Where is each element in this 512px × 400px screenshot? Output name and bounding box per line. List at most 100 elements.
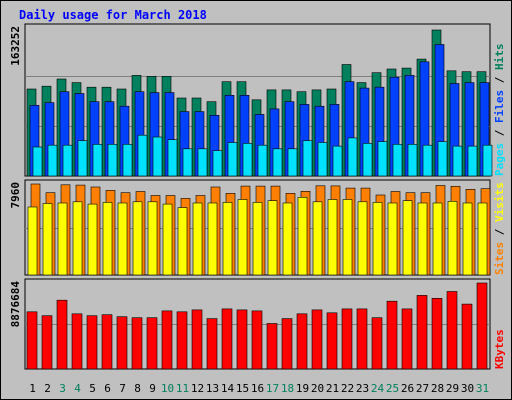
bar-kbytes-day-19 — [296, 313, 308, 370]
bar-visits-day-5 — [87, 203, 98, 276]
bar-visits-day-2 — [42, 203, 53, 276]
bar-pages-day-13 — [212, 150, 223, 177]
bar-pages-day-10 — [167, 139, 178, 177]
bar-pages-day-3 — [62, 144, 73, 177]
bar-visits-day-13 — [207, 202, 218, 276]
bar-pages-day-21 — [332, 145, 343, 177]
bar-pages-day-4 — [77, 140, 88, 177]
bar-pages-day-14 — [227, 142, 238, 177]
bar-kbytes-day-7 — [116, 316, 128, 370]
legend-item-visits: Visits — [493, 182, 506, 222]
bar-pages-day-15 — [242, 143, 253, 177]
x-tick-label-day-21: 21 — [326, 382, 339, 395]
bar-visits-day-31 — [477, 202, 488, 276]
x-tick-label-day-15: 15 — [236, 382, 249, 395]
x-tick-label-day-4: 4 — [74, 382, 81, 395]
bar-kbytes-day-8 — [131, 317, 143, 370]
bar-pages-day-25 — [392, 144, 403, 177]
bar-visits-day-16 — [252, 202, 263, 276]
x-tick-label-day-2: 2 — [44, 382, 51, 395]
bar-kbytes-day-20 — [311, 309, 323, 370]
x-tick-label-day-14: 14 — [221, 382, 235, 395]
bar-kbytes-day-28 — [431, 297, 443, 370]
bar-kbytes-day-23 — [356, 308, 368, 370]
bar-kbytes-day-6 — [101, 314, 113, 370]
bar-pages-day-7 — [122, 144, 133, 177]
x-tick-label-day-25: 25 — [386, 382, 399, 395]
x-tick-label-day-30: 30 — [461, 382, 474, 395]
x-tick-label-day-20: 20 — [311, 382, 324, 395]
bar-pages-day-12 — [197, 148, 208, 177]
bar-visits-day-21 — [327, 199, 338, 276]
bar-visits-day-20 — [312, 201, 323, 276]
legend-hits-files-pages: Pages / Files / Hits — [493, 44, 506, 177]
legend-item-hits: Hits — [493, 44, 506, 71]
x-tick-label-day-11: 11 — [176, 382, 189, 395]
legend-kbytes: KBytes — [493, 329, 506, 369]
bar-kbytes-day-2 — [41, 315, 53, 370]
bar-visits-day-26 — [402, 200, 413, 276]
bar-pages-day-5 — [92, 144, 103, 177]
bar-kbytes-day-12 — [191, 309, 203, 370]
bar-pages-day-23 — [362, 143, 373, 177]
x-tick-label-day-1: 1 — [29, 382, 36, 395]
legend-item-pages: Pages — [493, 143, 506, 176]
bar-visits-day-1 — [27, 206, 38, 276]
bar-kbytes-day-9 — [146, 317, 158, 370]
x-tick-label-day-23: 23 — [356, 382, 369, 395]
x-tick-label-day-5: 5 — [89, 382, 96, 395]
bar-visits-day-17 — [267, 200, 278, 276]
bar-visits-day-3 — [57, 202, 68, 276]
bar-pages-day-17 — [272, 148, 283, 177]
x-tick-label-day-24: 24 — [371, 382, 385, 395]
bar-kbytes-day-15 — [236, 309, 248, 370]
bar-kbytes-day-16 — [251, 310, 263, 370]
bar-pages-day-31 — [482, 144, 493, 177]
x-tick-label-day-19: 19 — [296, 382, 309, 395]
legend-separator: / — [493, 70, 506, 90]
x-tick-label-day-3: 3 — [59, 382, 66, 395]
legend-separator: / — [493, 222, 506, 242]
bar-kbytes-day-24 — [371, 317, 383, 370]
bar-pages-day-26 — [407, 144, 418, 177]
bar-visits-day-6 — [102, 202, 113, 276]
x-tick-label-day-7: 7 — [119, 382, 126, 395]
bar-visits-day-8 — [132, 201, 143, 276]
bar-kbytes-day-26 — [401, 308, 413, 370]
bar-kbytes-day-25 — [386, 300, 398, 370]
bar-visits-day-15 — [237, 199, 248, 276]
bar-visits-day-10 — [162, 203, 173, 276]
bar-visits-day-22 — [342, 199, 353, 276]
bar-pages-day-11 — [182, 148, 193, 177]
legend-item-kbytes: KBytes — [493, 329, 506, 369]
ymax-label-hits-files-pages: 163252 — [9, 26, 22, 66]
bar-kbytes-day-17 — [266, 323, 278, 370]
x-tick-label-day-28: 28 — [431, 382, 444, 395]
bar-pages-day-8 — [137, 134, 148, 177]
bar-pages-day-20 — [317, 142, 328, 177]
bar-kbytes-day-10 — [161, 310, 173, 370]
bar-pages-day-19 — [302, 140, 313, 177]
bar-pages-day-16 — [257, 144, 268, 177]
bar-pages-day-22 — [347, 137, 358, 177]
bar-visits-day-28 — [432, 202, 443, 276]
bar-visits-day-7 — [117, 202, 128, 276]
bar-pages-day-6 — [107, 144, 118, 177]
bar-visits-day-12 — [192, 202, 203, 276]
x-tick-label-day-9: 9 — [149, 382, 156, 395]
bar-visits-day-19 — [297, 197, 308, 276]
x-tick-label-day-16: 16 — [251, 382, 264, 395]
bar-kbytes-day-13 — [206, 318, 218, 370]
bar-pages-day-18 — [287, 148, 298, 177]
bar-visits-day-11 — [177, 207, 188, 276]
x-tick-label-day-12: 12 — [191, 382, 204, 395]
x-tick-label-day-10: 10 — [161, 382, 174, 395]
chart-title: Daily usage for March 2018 — [19, 8, 207, 22]
bar-kbytes-day-3 — [56, 299, 68, 370]
bar-visits-day-9 — [147, 201, 158, 276]
bar-pages-day-27 — [422, 144, 433, 177]
bar-visits-day-25 — [387, 202, 398, 276]
bar-pages-day-30 — [467, 145, 478, 177]
bar-kbytes-day-5 — [86, 315, 98, 370]
